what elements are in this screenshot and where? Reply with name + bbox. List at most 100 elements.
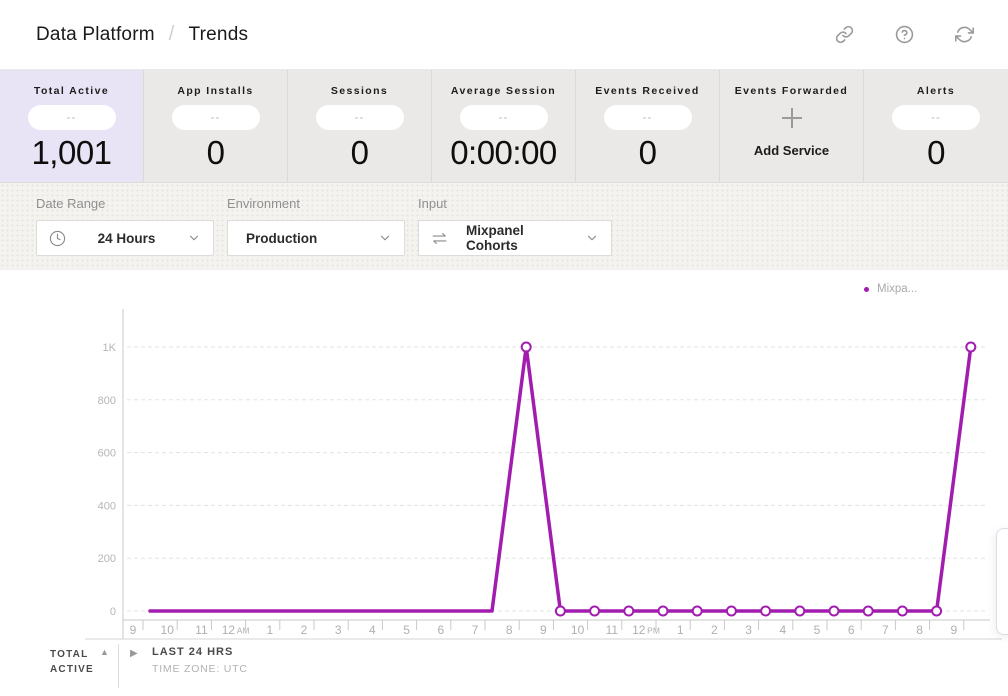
data-point-marker[interactable] [520, 341, 532, 353]
filter-label: Date Range [36, 196, 106, 211]
x-axis-tick-label: 1 [677, 623, 684, 637]
timezone-label: TIME ZONE: UTC [152, 663, 248, 675]
metric-name: TOTAL ACTIVE [50, 647, 94, 677]
data-point-marker[interactable] [896, 605, 908, 617]
x-axis-tick-label: 10 [571, 623, 585, 637]
stat-card-alerts[interactable]: Alerts -- 0 [864, 70, 1008, 182]
breadcrumb-separator: / [168, 23, 175, 45]
x-axis-tick-label: 11 [606, 623, 619, 637]
data-point-marker[interactable] [657, 605, 669, 617]
data-point-marker[interactable] [623, 605, 635, 617]
environment-dropdown[interactable]: Production [227, 220, 405, 256]
stats-row: Total Active -- 1,001 App Installs -- 0 … [0, 70, 1008, 183]
stat-label: Average Session [450, 85, 557, 97]
x-axis-tick-label: 4 [779, 623, 786, 637]
stat-badge: -- [603, 105, 692, 130]
date-range-dropdown[interactable]: 24 Hours [36, 220, 214, 256]
stat-card-sessions[interactable]: Sessions -- 0 [288, 70, 432, 182]
y-axis-tick-label: 0 [110, 606, 116, 618]
chevron-down-icon [187, 231, 201, 245]
legend-item[interactable]: Mixpa... [864, 283, 917, 295]
x-axis-tick-label: 9 [540, 623, 547, 637]
refresh-icon[interactable] [955, 25, 974, 44]
filter-group-input: Input Mixpanel Cohorts [418, 196, 612, 269]
y-axis-tick-label: 1K [103, 342, 117, 354]
link-icon[interactable] [835, 25, 854, 44]
x-axis-tick-label: 8 [916, 623, 923, 637]
input-value: Mixpanel Cohorts [466, 223, 524, 253]
x-axis-tick-label: 1 [266, 623, 273, 637]
stat-badge: -- [459, 105, 548, 130]
sort-ascending-icon[interactable]: ▲ [100, 647, 109, 657]
x-axis-tick-label: 11 [195, 623, 208, 637]
stat-label: Events Received [595, 85, 700, 97]
metric-name-line2: ACTIVE [50, 664, 94, 675]
stat-label: Events Forwarded [734, 85, 849, 97]
legend-label: Mixpa... [877, 283, 918, 295]
stat-value: 0:00:00 [450, 134, 557, 171]
filter-group-date-range: Date Range 24 Hours [36, 196, 214, 269]
top-header: Data Platform / Trends [0, 0, 1008, 70]
help-icon[interactable] [895, 25, 914, 44]
x-axis-tick-label: 9 [130, 623, 137, 637]
stat-value: 1,001 [31, 134, 112, 171]
stat-label: App Installs [177, 85, 254, 97]
data-point-marker[interactable] [965, 341, 977, 353]
stat-card-events-received[interactable]: Events Received -- 0 [576, 70, 720, 182]
swap-arrows-icon [431, 230, 448, 247]
expand-row-icon[interactable]: ▶ [130, 648, 138, 659]
x-axis-tick-label: 7 [882, 623, 889, 637]
x-axis-tick-label: 6 [848, 623, 855, 637]
stat-badge: -- [27, 105, 116, 130]
data-point-marker[interactable] [691, 605, 703, 617]
filter-label: Input [418, 196, 447, 211]
range-label: LAST 24 HRS [152, 646, 234, 658]
plus-icon [720, 105, 863, 130]
header-icons [835, 25, 974, 44]
legend-dot-icon [864, 286, 869, 292]
stat-label: Total Active [33, 85, 110, 97]
side-panel-edge[interactable] [996, 528, 1008, 635]
filter-group-environment: Environment Production [227, 196, 405, 269]
x-axis-tick-label: 8 [506, 623, 513, 637]
x-axis-tick-label: 10 [161, 623, 175, 637]
trends-chart-section: 1K 800 600 400 200 0 9 10 11 12 AM 1 2 3 4 5 6 7 8 9 10 11 12… [0, 270, 1008, 695]
data-point-marker[interactable] [554, 605, 566, 617]
stat-card-app-installs[interactable]: App Installs -- 0 [144, 70, 288, 182]
x-axis-tick-label: 9 [950, 623, 957, 637]
stat-card-events-forwarded[interactable]: Events Forwarded Add Service [720, 70, 864, 182]
stat-value: 0 [638, 134, 657, 171]
stat-value: 0 [350, 134, 369, 171]
chevron-down-icon [378, 231, 392, 245]
y-axis-tick-label: 800 [98, 395, 116, 407]
stat-card-average-session[interactable]: Average Session -- 0:00:00 [432, 70, 576, 182]
stat-badge: -- [315, 105, 404, 130]
data-point-marker[interactable] [589, 605, 601, 617]
x-axis-tick-label: 3 [745, 623, 752, 637]
x-axis-tick-label: 5 [403, 623, 410, 637]
input-dropdown[interactable]: Mixpanel Cohorts [418, 220, 612, 256]
stat-badge: -- [892, 105, 980, 130]
add-service-button[interactable]: Add Service [753, 143, 830, 158]
metric-name-line1: TOTAL [50, 649, 89, 660]
y-axis-tick-label: 200 [98, 553, 116, 565]
data-point-marker[interactable] [931, 605, 943, 617]
stat-value: 0 [927, 134, 945, 171]
data-point-marker[interactable] [794, 605, 806, 617]
date-range-value: 24 Hours [97, 230, 156, 246]
stat-label: Alerts [916, 85, 956, 97]
footer-divider [118, 644, 119, 688]
breadcrumb-page: Trends [188, 23, 249, 45]
x-axis-tick-label: 7 [472, 623, 479, 637]
data-point-marker[interactable] [862, 605, 874, 617]
clock-icon [49, 230, 66, 247]
data-point-marker[interactable] [725, 605, 737, 617]
stat-value: 0 [206, 134, 225, 171]
data-point-marker[interactable] [828, 605, 840, 617]
data-point-marker[interactable] [760, 605, 772, 617]
filter-label: Environment [227, 196, 300, 211]
breadcrumb-section[interactable]: Data Platform [36, 23, 155, 45]
chevron-down-icon [585, 231, 599, 245]
stat-card-total-active[interactable]: Total Active -- 1,001 [0, 70, 144, 182]
